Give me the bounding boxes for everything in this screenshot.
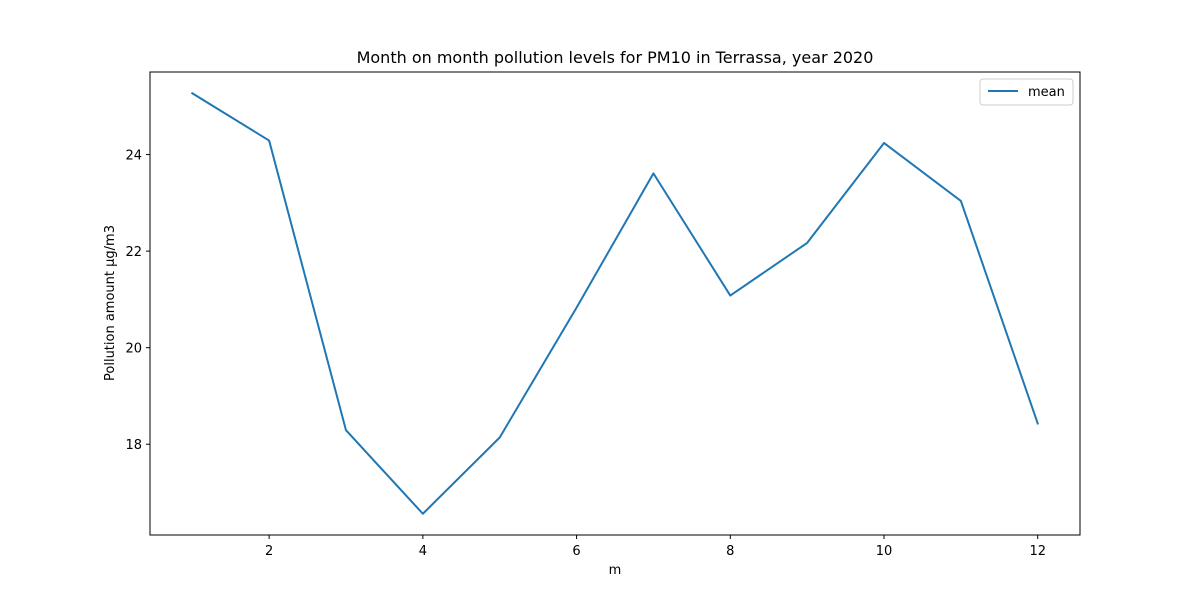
legend-label: mean [1028, 85, 1065, 100]
series-line-mean [190, 91, 1040, 515]
y-tick-label: 18 [125, 438, 142, 453]
x-tick-label: 4 [419, 544, 427, 559]
x-tick-label: 12 [1029, 544, 1046, 559]
x-tick-label: 2 [265, 544, 273, 559]
legend: mean [979, 78, 1074, 106]
series-lines [190, 91, 1040, 515]
x-tick-label: 6 [572, 544, 580, 559]
y-tick-label: 24 [125, 149, 142, 164]
y-tick-label: 22 [125, 245, 142, 260]
x-tick-label: 8 [726, 544, 734, 559]
y-axis-ticks: 18 20 22 24 [125, 149, 150, 453]
chart-title: Month on month pollution levels for PM10… [357, 48, 874, 67]
x-axis-ticks: 2 4 6 8 10 12 [265, 535, 1046, 559]
y-tick-label: 20 [125, 342, 142, 357]
x-tick-label: 10 [876, 544, 893, 559]
axes-frame [149, 71, 1081, 536]
y-axis-label: Pollution amount µg/m3 [103, 225, 118, 381]
x-axis-label: m [609, 563, 622, 578]
legend-box [979, 78, 1074, 106]
